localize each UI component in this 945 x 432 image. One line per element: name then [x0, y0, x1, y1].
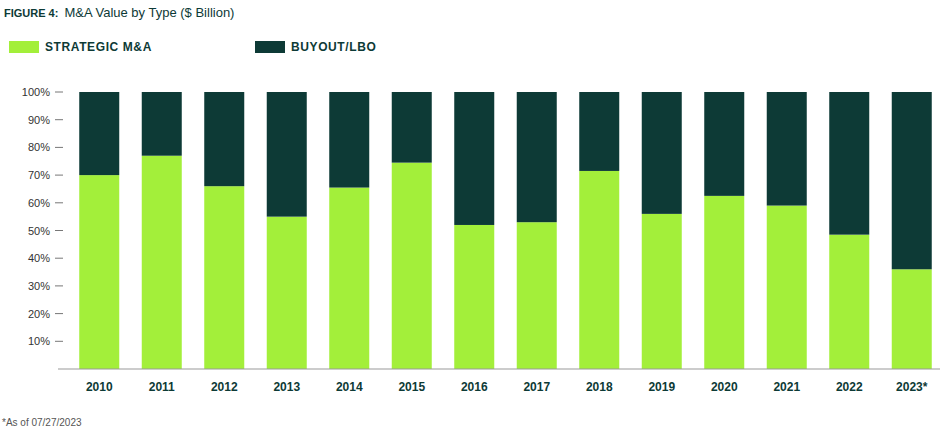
bar — [204, 92, 244, 186]
bar — [329, 188, 369, 369]
y-tick — [55, 258, 63, 259]
legend-swatch — [255, 41, 285, 53]
y-tick-label: 80% — [28, 141, 50, 153]
y-tick — [55, 147, 63, 148]
bar — [642, 214, 682, 369]
title-line: FIGURE 4: M&A Value by Type ($ Billion) — [4, 5, 234, 20]
bar — [204, 186, 244, 369]
x-tick-label: 2020 — [711, 380, 738, 394]
bar — [79, 92, 119, 175]
x-tick-label: 2023* — [896, 380, 928, 394]
x-tick-label: 2014 — [336, 380, 363, 394]
bar — [704, 196, 744, 369]
legend-label: BUYOUT/LBO — [291, 40, 376, 54]
y-tick-label: 100% — [22, 86, 50, 98]
x-tick-label: 2012 — [211, 380, 238, 394]
x-tick-label: 2022 — [836, 380, 863, 394]
y-tick — [55, 119, 63, 120]
bar — [392, 92, 432, 163]
x-tick-label: 2018 — [586, 380, 613, 394]
y-tick-label: 90% — [28, 114, 50, 126]
bar — [892, 269, 932, 369]
y-tick — [55, 341, 63, 342]
y-tick-label: 40% — [28, 252, 50, 264]
x-tick-label: 2015 — [398, 380, 425, 394]
x-tick-label: 2011 — [149, 380, 175, 394]
legend-label: STRATEGIC M&A — [45, 40, 152, 54]
x-axis: 2010 2011 2012 2013 2014 2015 2016 2017 2018 2019… — [86, 380, 928, 394]
bar — [392, 163, 432, 369]
bar — [454, 225, 494, 369]
x-axis-line — [58, 369, 940, 370]
x-tick-label: 2016 — [461, 380, 488, 394]
bar — [579, 171, 619, 369]
bar — [767, 92, 807, 206]
y-tick-label: 50% — [28, 225, 50, 237]
y-tick-label: 70% — [28, 169, 50, 181]
bars — [79, 92, 932, 369]
bar — [142, 92, 182, 156]
bar — [267, 217, 307, 369]
x-tick-label: 2019 — [648, 380, 675, 394]
x-tick-label: 2010 — [86, 380, 113, 394]
bar — [79, 175, 119, 369]
bar — [329, 92, 369, 188]
figure-label: FIGURE 4: — [4, 7, 58, 19]
bar — [704, 92, 744, 196]
y-tick — [55, 92, 63, 93]
bar — [829, 235, 869, 369]
y-tick-label: 60% — [28, 197, 50, 209]
legend-swatch — [9, 41, 39, 53]
y-tick — [55, 313, 63, 314]
y-tick — [55, 285, 63, 286]
y-tick-label: 20% — [28, 308, 50, 320]
y-tick — [55, 202, 63, 203]
y-tick-label: 30% — [28, 280, 50, 292]
bar — [892, 92, 932, 269]
bar — [517, 222, 557, 369]
bar — [142, 156, 182, 369]
bar — [579, 92, 619, 171]
x-tick-label: 2017 — [523, 380, 550, 394]
bar — [454, 92, 494, 225]
footnote: *As of 07/27/2023 — [2, 417, 82, 428]
x-tick-label: 2021 — [773, 380, 800, 394]
y-tick — [55, 175, 63, 176]
bar — [642, 92, 682, 214]
bar — [829, 92, 869, 235]
bar — [767, 206, 807, 369]
x-tick-label: 2013 — [273, 380, 300, 394]
bar — [517, 92, 557, 222]
chart: FIGURE 4: M&A Value by Type ($ Billion) ST… — [0, 0, 945, 432]
y-tick — [55, 230, 63, 231]
legend: STRATEGIC M&A BUYOUT/LBO — [9, 40, 376, 54]
title: M&A Value by Type ($ Billion) — [64, 5, 234, 20]
y-axis: 10% 20% 30% 40% 50% 60% 70% 80% 90% 100% — [22, 86, 63, 347]
y-tick-label: 10% — [28, 335, 50, 347]
bar — [267, 92, 307, 217]
